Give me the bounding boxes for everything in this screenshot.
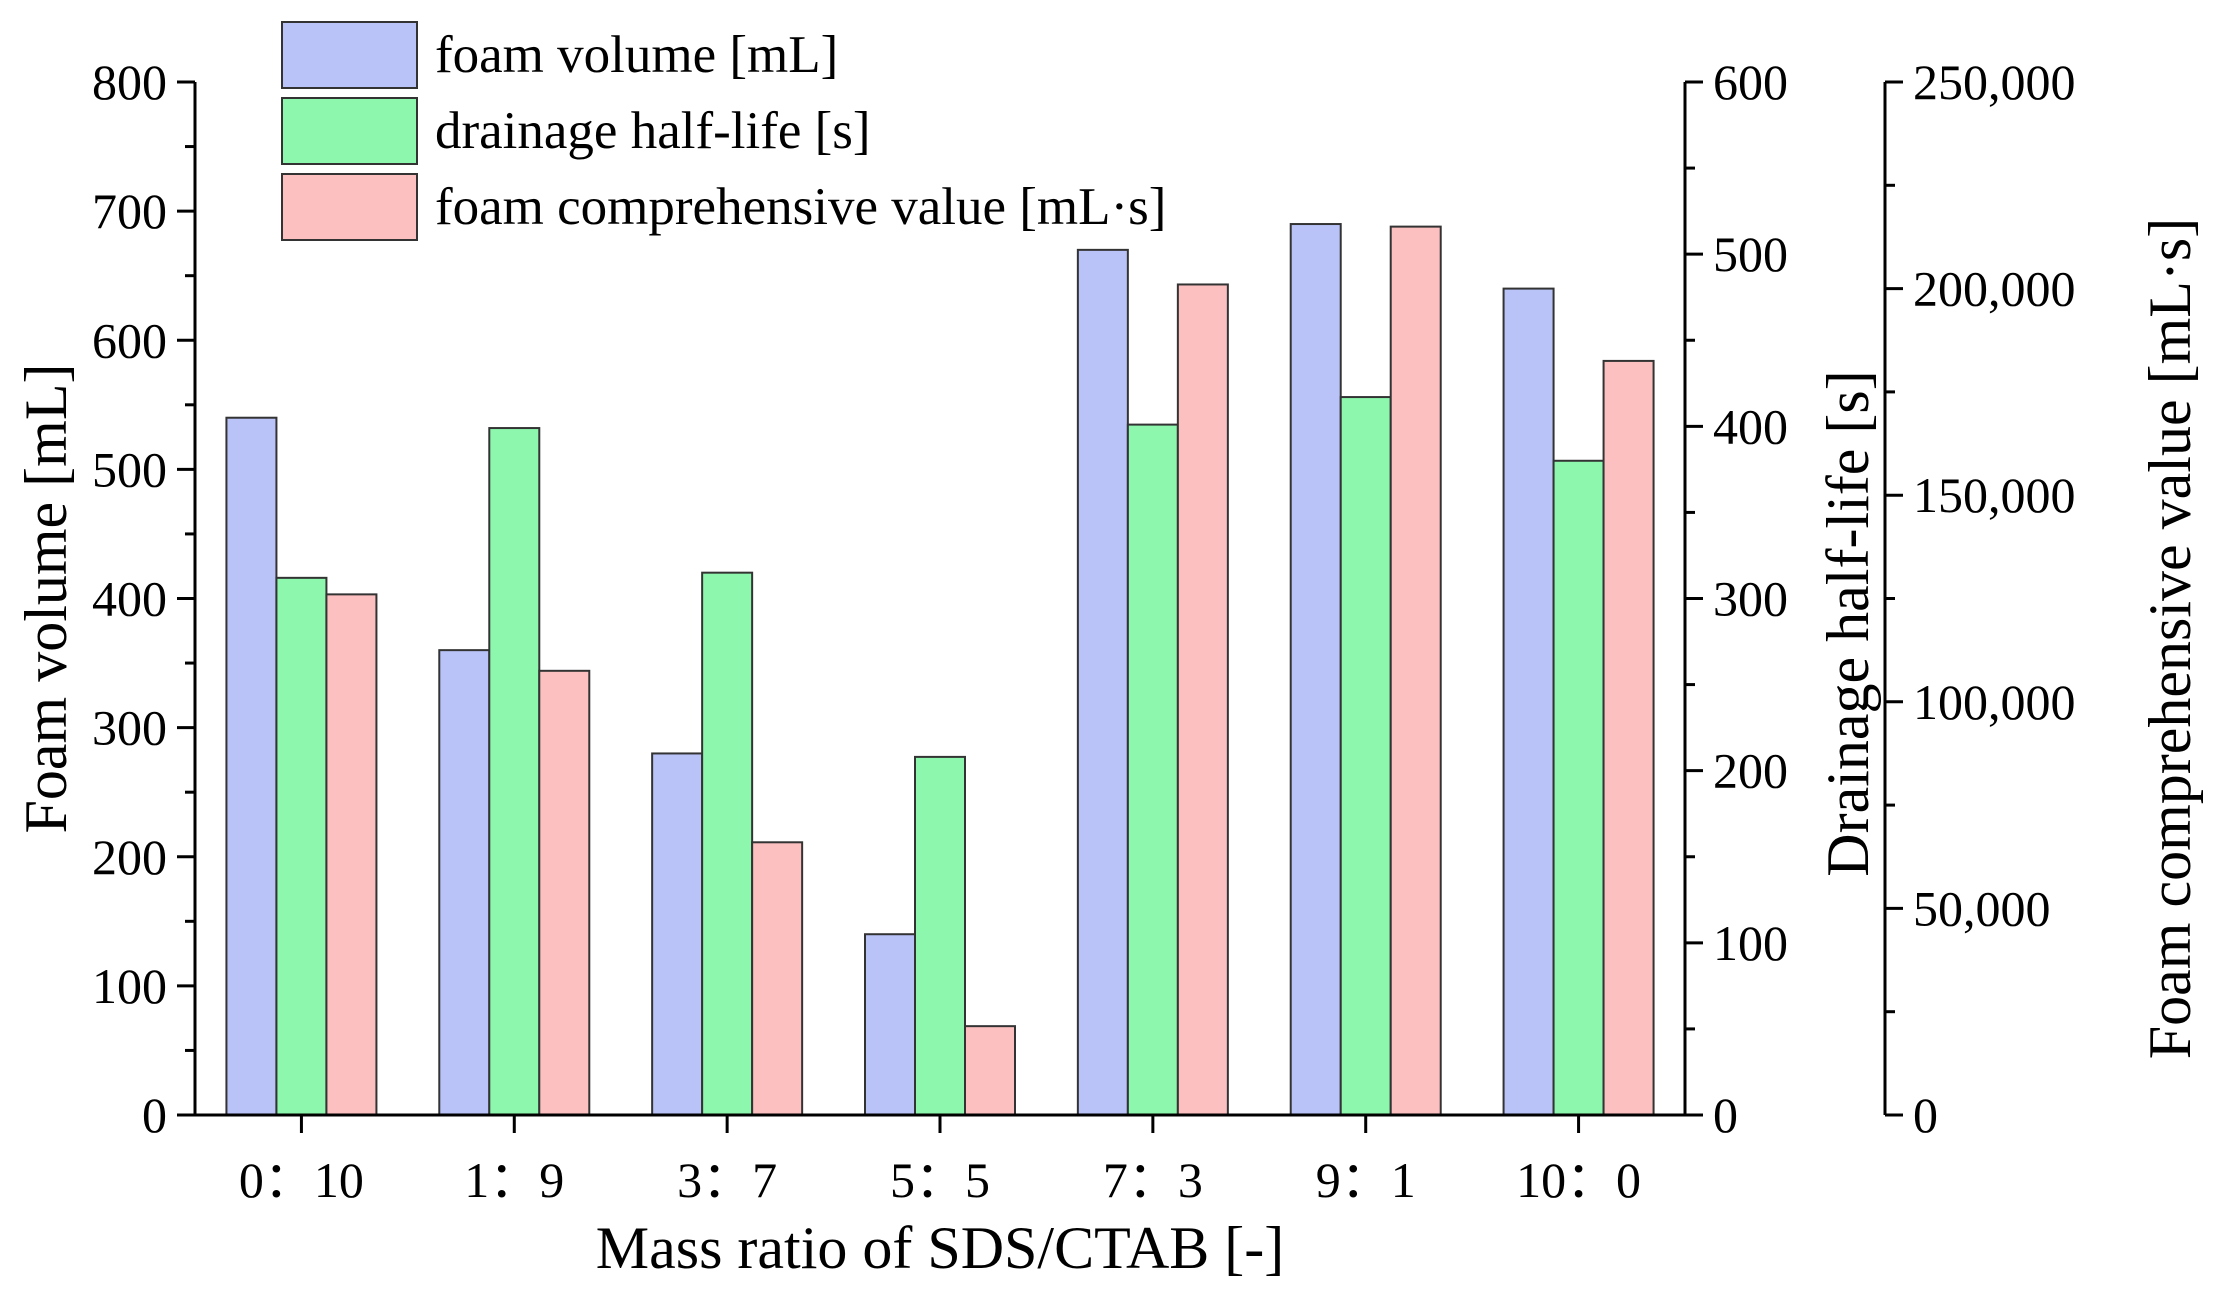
bar bbox=[1126, 423, 1179, 1116]
bar bbox=[914, 755, 966, 1116]
bar bbox=[1076, 248, 1129, 1117]
right2-tick-label: 200,000 bbox=[1913, 261, 2076, 317]
legend-swatch bbox=[281, 97, 418, 165]
x-axis-title: Mass ratio of SDS/CTAB [-] bbox=[596, 1215, 1285, 1281]
legend-swatch bbox=[281, 21, 418, 89]
legend-label: foam volume [mL] bbox=[435, 26, 838, 84]
right1-tick-label: 100 bbox=[1713, 915, 1788, 971]
right1-tick-label: 500 bbox=[1713, 226, 1788, 282]
legend-label: drainage half-life [s] bbox=[435, 102, 871, 160]
left-tick-label: 400 bbox=[92, 571, 167, 627]
left-tick-label: 800 bbox=[92, 54, 167, 110]
x-tick-label: 3：7 bbox=[677, 1152, 777, 1208]
right2-tick-label: 150,000 bbox=[1913, 467, 2076, 523]
x-tick-label: 9：1 bbox=[1316, 1152, 1416, 1208]
left-tick-label: 600 bbox=[92, 312, 167, 368]
bar bbox=[1602, 359, 1655, 1117]
x-tick-label: 0：10 bbox=[239, 1152, 364, 1208]
bar bbox=[275, 576, 328, 1116]
legend: foam volume [mL] drainage half-life [s] fo… bbox=[281, 21, 1166, 241]
legend-swatch bbox=[281, 173, 418, 241]
left-tick-label: 200 bbox=[92, 829, 167, 885]
right1-axis-title: Drainage half-life [s] bbox=[1815, 370, 1881, 876]
left-tick-label: 700 bbox=[92, 183, 167, 239]
bar bbox=[1389, 225, 1442, 1116]
bar bbox=[964, 1025, 1016, 1116]
bar bbox=[488, 427, 541, 1116]
right2-axis-title: Foam comprehensive value [mL·s] bbox=[2137, 218, 2203, 1059]
axes-layer: 0 100 200 300 400 500 600 700 800 0 100 200 300 400 50… bbox=[13, 54, 2203, 1208]
bar bbox=[325, 593, 378, 1116]
x-tick-label: 1：9 bbox=[464, 1152, 564, 1208]
right2-tick-label: 50,000 bbox=[1913, 880, 2051, 936]
right2-tick-label: 100,000 bbox=[1913, 674, 2076, 730]
right1-tick-label: 200 bbox=[1713, 743, 1788, 799]
bar bbox=[701, 571, 754, 1116]
right2-tick-label: 0 bbox=[1913, 1087, 1938, 1143]
bar bbox=[1502, 287, 1555, 1117]
left-tick-label: 500 bbox=[92, 441, 167, 497]
right1-tick-label: 600 bbox=[1713, 54, 1788, 110]
right1-tick-label: 0 bbox=[1713, 1087, 1738, 1143]
bar bbox=[1339, 396, 1392, 1116]
bar bbox=[1552, 459, 1605, 1116]
bar bbox=[651, 752, 704, 1116]
left-tick-label: 300 bbox=[92, 700, 167, 756]
bars-layer bbox=[225, 223, 1655, 1117]
bar bbox=[538, 669, 591, 1116]
x-tick-label: 7：3 bbox=[1103, 1152, 1203, 1208]
bar bbox=[1176, 283, 1229, 1116]
x-tick-label: 10：0 bbox=[1516, 1152, 1641, 1208]
left-tick-label: 0 bbox=[142, 1087, 167, 1143]
bar bbox=[864, 933, 916, 1116]
left-axis-title: Foam volume [mL] bbox=[13, 364, 79, 834]
bar bbox=[438, 649, 491, 1117]
right2-tick-label: 250,000 bbox=[1913, 54, 2076, 110]
right1-tick-label: 300 bbox=[1713, 571, 1788, 627]
right1-tick-label: 400 bbox=[1713, 398, 1788, 454]
left-tick-label: 100 bbox=[92, 958, 167, 1014]
bar bbox=[751, 841, 804, 1117]
legend-label: foam comprehensive value [mL·s] bbox=[435, 178, 1166, 236]
x-tick-label: 5：5 bbox=[890, 1152, 990, 1208]
bar bbox=[1289, 223, 1342, 1117]
bar bbox=[225, 416, 278, 1117]
